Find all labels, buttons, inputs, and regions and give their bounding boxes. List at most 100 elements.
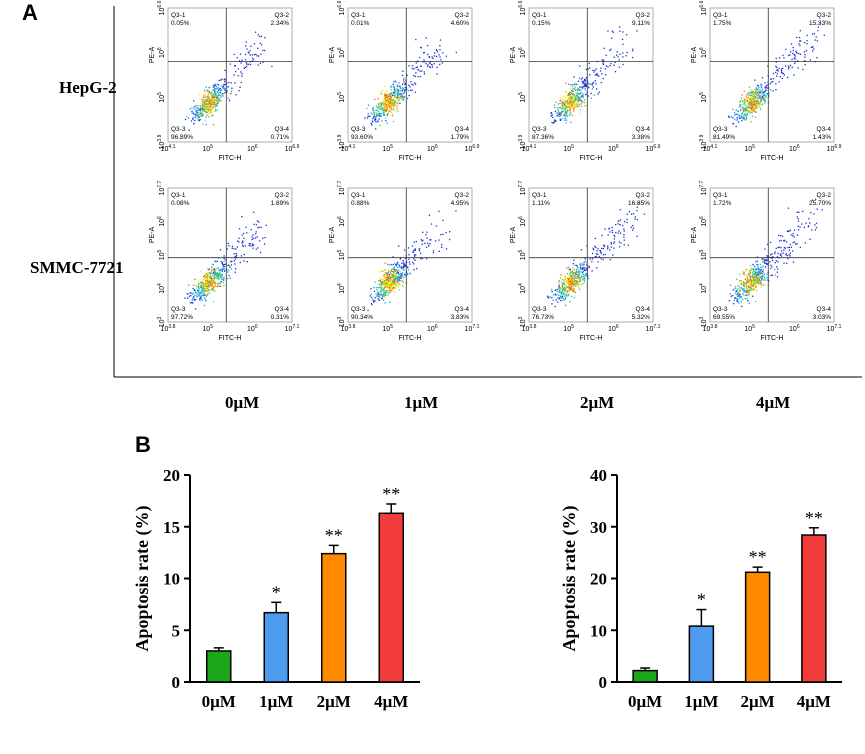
x-tick-label: 106.9 xyxy=(827,144,842,153)
y-tick-label: 107.7 xyxy=(337,180,346,195)
quadrant-q3-value: 69.55% xyxy=(713,314,735,321)
y-tick-label: 106 xyxy=(337,216,346,227)
x-tick-label: 103.8 xyxy=(341,324,356,333)
quadrant-q2-value: 4.60% xyxy=(451,20,470,27)
flow-scatter-cloud xyxy=(184,211,267,310)
y-axis-label: PE-A xyxy=(510,227,517,244)
y-tick-label: 104 xyxy=(157,283,166,294)
quadrant-q3-name: Q3-3 xyxy=(351,306,366,313)
x-axis-label: FITC-H xyxy=(761,155,784,162)
flow-plot-frame xyxy=(347,187,473,323)
quadrant-q2-name: Q3-2 xyxy=(817,192,832,199)
y-tick-label: 103 xyxy=(337,316,346,327)
category-label-1: 1μM xyxy=(684,692,718,711)
y-axis-label: Apoptosis rate (%) xyxy=(132,506,153,652)
x-tick-label: 105 xyxy=(202,144,213,153)
x-tick-label: 106 xyxy=(427,324,438,333)
y-tick-label: 105 xyxy=(337,92,346,103)
quadrant-q1-name: Q3-1 xyxy=(351,12,366,19)
quadrant-q1-value: 0.01% xyxy=(351,20,370,27)
y-tick-label: 20 xyxy=(163,466,180,485)
x-tick-label: 106.9 xyxy=(465,144,480,153)
y-tick-label: 105 xyxy=(699,249,708,260)
y-tick-label: 106 xyxy=(699,47,708,58)
bar-2 xyxy=(321,552,347,683)
y-tick-label: 106 xyxy=(699,216,708,227)
category-label-1: 1μM xyxy=(259,692,293,711)
category-label-2: 2μM xyxy=(317,692,351,711)
y-tick-label: 103.9 xyxy=(518,134,527,149)
quadrant-q3-value: 96.89% xyxy=(171,134,193,141)
y-tick-label: 106 xyxy=(518,47,527,58)
quadrant-q2-value: 2.34% xyxy=(271,20,290,27)
x-tick-label: 106 xyxy=(608,144,619,153)
x-tick-label: 105 xyxy=(382,144,393,153)
y-tick-label: 5 xyxy=(172,621,181,640)
x-tick-label: 103.8 xyxy=(522,324,537,333)
x-axis-label: FITC-H xyxy=(580,155,603,162)
y-axis-label: PE-A xyxy=(691,47,698,64)
y-axis-label: PE-A xyxy=(149,47,156,64)
flow-plot-0-0: Q3-10.05% Q3-22.34% Q3-396.89% Q3-40.71% 104… xyxy=(149,0,300,162)
x-tick-label: 106.9 xyxy=(646,144,661,153)
flow-plot-frame xyxy=(528,187,654,323)
quadrant-q1-value: 0.15% xyxy=(532,20,551,27)
y-tick-label: 106.6 xyxy=(699,0,708,15)
flow-plot-frame xyxy=(709,7,835,143)
quadrant-q2-name: Q3-2 xyxy=(455,192,470,199)
y-tick-label: 104 xyxy=(518,283,527,294)
y-tick-label: 104 xyxy=(337,283,346,294)
x-tick-label: 104.1 xyxy=(161,144,176,153)
panel-b-letter: B xyxy=(135,432,151,457)
quadrant-q3-value: 97.72% xyxy=(171,314,193,321)
flow-plot-frame xyxy=(528,7,654,143)
quadrant-q2-name: Q3-2 xyxy=(636,192,651,199)
panel-a-letter: A xyxy=(22,0,38,25)
quadrant-q2-value: 9.11% xyxy=(632,20,650,27)
x-tick-label: 103.8 xyxy=(703,324,718,333)
y-tick-label: 106.6 xyxy=(157,0,166,15)
quadrant-q2-name: Q3-2 xyxy=(275,12,290,19)
y-tick-label: 10 xyxy=(590,621,607,640)
quadrant-q4-name: Q3-4 xyxy=(636,126,651,133)
y-tick-label: 105 xyxy=(518,92,527,103)
row-label-hepg2: HepG-2 xyxy=(59,78,117,97)
y-tick-label: 107.7 xyxy=(518,180,527,195)
dose-label-3: 4μM xyxy=(756,393,791,412)
bar-3 xyxy=(801,534,827,683)
significance-mark-3: ** xyxy=(805,508,823,528)
flow-plot-1-2: Q3-11.11% Q3-216.85% Q3-376.73% Q3-45.32% 10… xyxy=(510,180,661,342)
x-axis-label: FITC-H xyxy=(580,335,603,342)
flow-scatter-cloud xyxy=(728,198,823,308)
quadrant-q1-value: 1.72% xyxy=(713,200,732,207)
significance-mark-2: ** xyxy=(325,525,343,545)
x-tick-label: 104.1 xyxy=(341,144,356,153)
flow-plot-0-1: Q3-10.01% Q3-24.60% Q3-393.60% Q3-41.79% 104… xyxy=(329,0,480,162)
flow-scatter-cloud xyxy=(550,26,638,124)
flow-scatter-cloud xyxy=(184,31,273,131)
y-tick-label: 0 xyxy=(172,673,181,692)
x-axis-label: FITC-H xyxy=(219,335,242,342)
quadrant-q3-name: Q3-3 xyxy=(171,126,186,133)
x-axis-label: FITC-H xyxy=(761,335,784,342)
quadrant-q4-value: 1.43% xyxy=(813,134,832,141)
x-tick-label: 106 xyxy=(247,324,258,333)
y-tick-label: 103 xyxy=(699,316,708,327)
quadrant-q4-name: Q3-4 xyxy=(455,126,470,133)
quadrant-q2-value: 25.70% xyxy=(809,200,831,207)
flow-cytometry-grid: Q3-10.05%Q3-22.34%Q3-396.89%Q3-40.71%104… xyxy=(149,0,842,342)
bar-2 xyxy=(744,571,771,683)
quadrant-q1-name: Q3-1 xyxy=(532,12,547,19)
y-tick-label: 105 xyxy=(337,249,346,260)
quadrant-q4-value: 1.79% xyxy=(451,134,470,141)
y-tick-label: 40 xyxy=(590,466,607,485)
quadrant-q1-value: 0.88% xyxy=(351,200,370,207)
quadrant-q2-value: 4.95% xyxy=(451,200,470,207)
bar-1 xyxy=(688,625,715,683)
quadrant-q1-name: Q3-1 xyxy=(171,12,186,19)
y-axis-label: PE-A xyxy=(510,47,517,64)
quadrant-q1-name: Q3-1 xyxy=(532,192,547,199)
category-label-0: 0μM xyxy=(628,692,662,711)
x-axis-label: FITC-H xyxy=(399,155,422,162)
y-axis-label: PE-A xyxy=(691,227,698,244)
